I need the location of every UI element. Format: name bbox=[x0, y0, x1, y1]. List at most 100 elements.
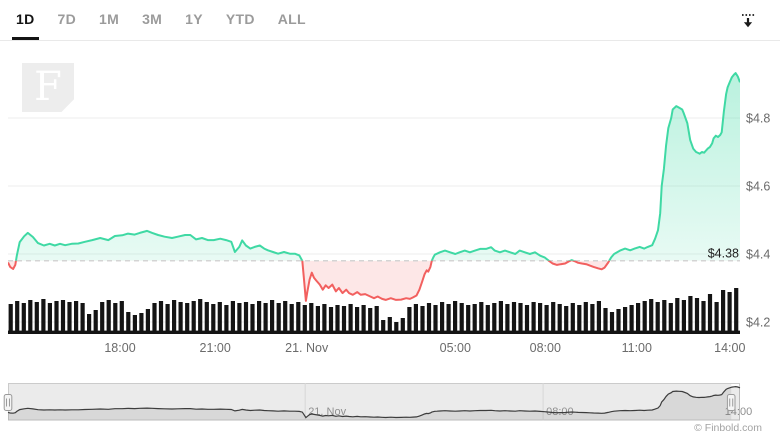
volume-bar bbox=[387, 317, 392, 334]
volume-bar bbox=[433, 305, 438, 334]
volume-bar bbox=[80, 303, 85, 334]
volume-bar bbox=[368, 308, 373, 334]
volume-bar bbox=[551, 302, 556, 334]
volume-bar bbox=[315, 306, 320, 334]
tab-3m[interactable]: 3M bbox=[138, 0, 166, 40]
volume-bar bbox=[15, 301, 20, 334]
volume-bar bbox=[642, 301, 647, 334]
volume-bar bbox=[139, 313, 144, 334]
volume-baseline bbox=[8, 330, 740, 334]
download-icon[interactable] bbox=[736, 9, 760, 33]
x-axis-labels: 18:00 21:00 21. Nov 05:00 08:00 11:00 14:00 bbox=[104, 341, 745, 355]
volume-bar bbox=[237, 303, 242, 334]
volume-bar bbox=[224, 305, 229, 334]
logo-letter: F bbox=[34, 63, 62, 110]
volume-bar bbox=[341, 306, 347, 334]
volume-bar bbox=[283, 301, 288, 334]
y-axis-label: $4.2 bbox=[746, 316, 770, 330]
volume-bar bbox=[413, 304, 418, 334]
x-axis-label: 21:00 bbox=[200, 341, 231, 355]
volume-bar bbox=[381, 320, 386, 334]
volume-bar bbox=[459, 303, 464, 334]
volume-bar bbox=[355, 307, 360, 334]
volume-bar bbox=[74, 301, 79, 334]
volume-bar bbox=[276, 303, 281, 334]
volume-bar bbox=[407, 307, 412, 334]
volume-bar bbox=[485, 305, 490, 334]
x-axis-label: 14:00 bbox=[714, 341, 745, 355]
range-tabs: 1D 7D 1M 3M 1Y YTD ALL bbox=[0, 0, 310, 40]
volume-bar bbox=[426, 303, 432, 334]
volume-bar bbox=[675, 298, 680, 334]
volume-bar bbox=[721, 290, 726, 334]
volume-bar bbox=[178, 302, 183, 334]
volume-bar bbox=[211, 304, 216, 334]
volume-bar bbox=[374, 306, 379, 334]
volume-bar bbox=[472, 304, 477, 334]
tab-all[interactable]: ALL bbox=[274, 0, 310, 40]
main-plot-hover-area[interactable] bbox=[8, 42, 740, 334]
volume-bar bbox=[583, 302, 588, 334]
volume-bar bbox=[655, 302, 660, 334]
volume-bar bbox=[289, 304, 294, 334]
navigator-selected-range[interactable] bbox=[8, 383, 732, 421]
tab-ytd[interactable]: YTD bbox=[222, 0, 259, 40]
volume-bar bbox=[453, 301, 458, 334]
handle-body bbox=[726, 394, 736, 411]
tab-1m[interactable]: 1M bbox=[95, 0, 123, 40]
volume-bar bbox=[668, 303, 673, 334]
volume-bar bbox=[623, 307, 628, 334]
volume-bar bbox=[132, 315, 137, 334]
tab-7d[interactable]: 7D bbox=[54, 0, 81, 40]
volume-bar bbox=[577, 305, 582, 334]
volume-bar bbox=[106, 300, 111, 334]
x-axis-label: 18:00 bbox=[104, 341, 135, 355]
x-axis-label: 08:00 bbox=[530, 341, 561, 355]
volume-bar bbox=[557, 304, 562, 334]
volume-bar bbox=[707, 294, 713, 334]
volume-bar bbox=[466, 305, 471, 334]
tab-1d[interactable]: 1D bbox=[12, 0, 39, 40]
price-line-down bbox=[8, 260, 611, 302]
copyright-credit: © Finbold.com bbox=[694, 422, 762, 434]
y-axis-label: $4.6 bbox=[746, 180, 770, 194]
volume-bar bbox=[309, 303, 314, 334]
volume-bar bbox=[335, 305, 340, 334]
finbold-logo-watermark: F bbox=[22, 63, 74, 112]
navigator-right-handle[interactable] bbox=[726, 394, 736, 411]
volume-bar bbox=[263, 303, 268, 334]
volume-bar bbox=[649, 299, 654, 334]
price-area-above-threshold bbox=[8, 73, 740, 261]
volume-bar bbox=[570, 303, 575, 334]
volume-bar bbox=[662, 300, 667, 334]
volume-bar bbox=[296, 302, 301, 334]
volume-bar bbox=[609, 312, 615, 334]
tab-1y[interactable]: 1Y bbox=[181, 0, 207, 40]
y-axis-label: $4.4 bbox=[746, 248, 770, 262]
volume-bar bbox=[204, 302, 209, 334]
volume-bar bbox=[727, 292, 732, 334]
volume-bar bbox=[270, 300, 275, 334]
volume-bar bbox=[446, 304, 451, 334]
volume-bar bbox=[119, 301, 124, 334]
volume-bar bbox=[126, 312, 131, 334]
volume-bar bbox=[714, 302, 719, 334]
volume-bar bbox=[694, 298, 700, 334]
navigator-left-handle[interactable] bbox=[3, 394, 13, 411]
volume-bar bbox=[524, 305, 530, 334]
volume-bar bbox=[394, 322, 399, 334]
volume-bar bbox=[590, 304, 595, 334]
volume-bar bbox=[54, 301, 59, 334]
volume-bar bbox=[616, 309, 621, 334]
volume-bar bbox=[198, 299, 203, 334]
volume-bar bbox=[734, 288, 739, 334]
volume-bar bbox=[681, 300, 686, 334]
volume-bar bbox=[440, 302, 445, 334]
volume-bar bbox=[636, 303, 641, 334]
volume-bar bbox=[322, 304, 327, 334]
volume-bar bbox=[492, 303, 497, 334]
volume-bar bbox=[172, 300, 177, 334]
